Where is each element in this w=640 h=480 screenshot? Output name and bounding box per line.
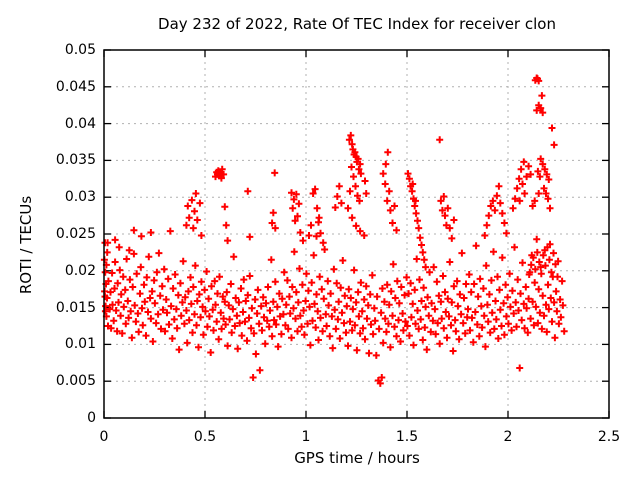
x-tick-label: 0.5	[193, 429, 217, 445]
y-tick-label: 0.03	[64, 189, 96, 205]
y-tick-label: 0.025	[55, 226, 96, 242]
y-tick-label: 0	[87, 410, 96, 426]
x-tick-label: 2.5	[597, 429, 621, 445]
plot-border	[103, 49, 610, 419]
y-tick-label: 0.01	[64, 336, 96, 352]
chart-title: Day 232 of 2022, Rate Of TEC Index for r…	[158, 15, 556, 33]
y-tick-label: 0.05	[64, 42, 96, 58]
y-tick-label: 0.04	[64, 116, 96, 132]
x-tick-label: 2	[503, 429, 513, 445]
x-tick-label: 1	[301, 429, 311, 445]
scatter-points	[100, 74, 568, 387]
y-tick-label: 0.045	[55, 79, 96, 95]
x-axis-label: GPS time / hours	[294, 449, 420, 467]
y-tick-label: 0.005	[55, 373, 96, 389]
y-tick-label: 0.02	[64, 263, 96, 279]
x-tick-label: 1.5	[395, 429, 419, 445]
x-tick-label: 0	[99, 429, 109, 445]
y-tick-label: 0.035	[55, 152, 96, 168]
y-tick-label: 0.015	[55, 300, 96, 316]
